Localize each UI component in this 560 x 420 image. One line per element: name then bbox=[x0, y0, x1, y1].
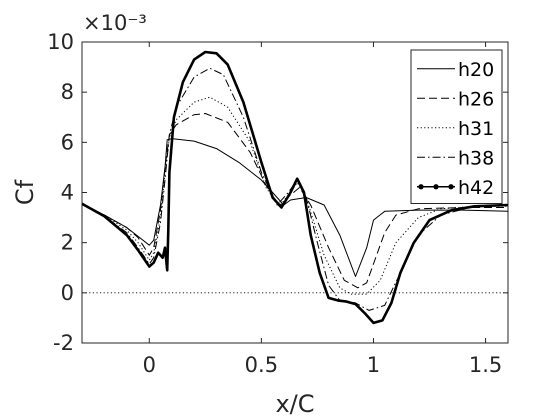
series-group bbox=[82, 50, 508, 325]
y-tick-label: 4 bbox=[61, 181, 74, 205]
y-tick-label: 10 bbox=[47, 30, 74, 54]
y-tick-label: 6 bbox=[61, 130, 74, 154]
legend-label-h26: h26 bbox=[458, 88, 494, 110]
legend-marker bbox=[418, 184, 424, 190]
series-line-h38 bbox=[82, 67, 508, 311]
legend-label-h31: h31 bbox=[458, 118, 494, 140]
legend-label-h38: h38 bbox=[458, 147, 494, 169]
series-line-h42 bbox=[82, 50, 508, 325]
y-tick-label: 2 bbox=[61, 231, 74, 255]
series-line-h20 bbox=[82, 138, 508, 277]
legend-marker bbox=[448, 184, 454, 190]
x-tick-label: 1 bbox=[367, 353, 380, 377]
legend-marker bbox=[433, 184, 439, 190]
legend-label-h42: h42 bbox=[458, 177, 494, 199]
x-tick-label: 0.5 bbox=[245, 353, 278, 377]
x-tick-label: 0 bbox=[143, 353, 156, 377]
legend-box bbox=[410, 49, 503, 204]
series-line-h31 bbox=[82, 96, 508, 295]
x-tick-label: 1.5 bbox=[469, 353, 502, 377]
y-tick-label: 0 bbox=[61, 281, 74, 305]
y-axis-label: Cf bbox=[11, 179, 39, 205]
legend: h20 h26 h31 h38 h42 bbox=[410, 49, 503, 204]
legend-label-h20: h20 bbox=[458, 59, 494, 81]
y-tick-label: -2 bbox=[53, 331, 74, 355]
y-tick-label: 8 bbox=[61, 80, 74, 104]
x-axis-label: x/C bbox=[275, 390, 314, 418]
series-line-h26 bbox=[82, 113, 508, 289]
y-exponent-label: ×10⁻³ bbox=[83, 11, 147, 35]
